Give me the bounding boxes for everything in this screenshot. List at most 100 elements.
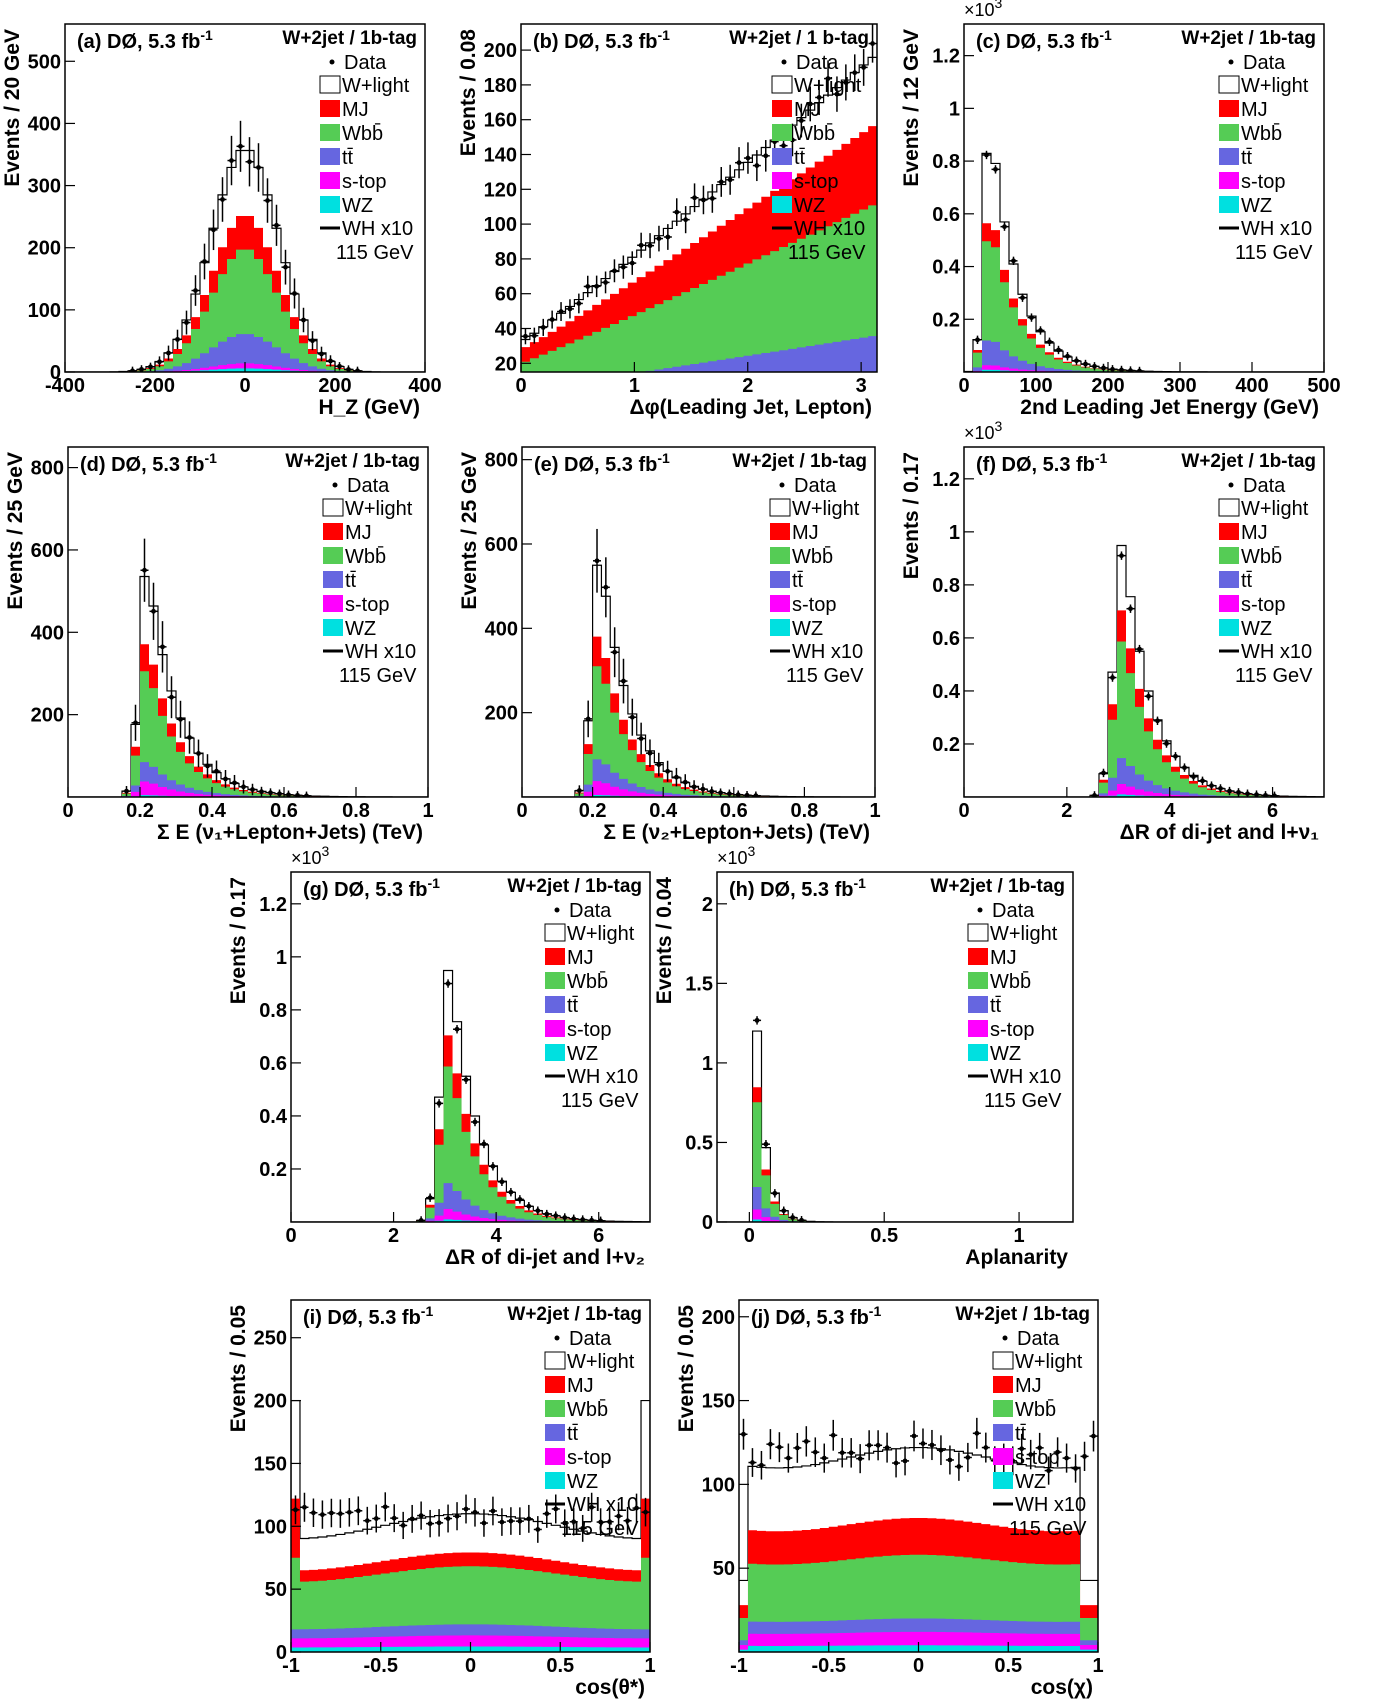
data-point xyxy=(286,792,291,797)
legend-swatch-wbb xyxy=(772,124,792,141)
data-point xyxy=(220,197,225,202)
legend-swatch-mj xyxy=(968,948,988,965)
legend-swatch-stop xyxy=(993,1448,1013,1465)
legend-swatch-tt xyxy=(968,996,988,1013)
y-tick-label: 400 xyxy=(28,113,61,135)
y-tick-label: 0 xyxy=(276,1642,287,1664)
x-tick-label: 0 xyxy=(958,375,969,397)
data-point xyxy=(454,1026,460,1032)
y-tick-label: 0.5 xyxy=(685,1132,713,1154)
data-point xyxy=(1119,553,1124,559)
data-point xyxy=(1272,793,1277,797)
data-point xyxy=(1191,774,1196,780)
y-tick-label: 500 xyxy=(28,51,61,73)
data-point xyxy=(1182,765,1187,771)
data-point xyxy=(983,1445,989,1450)
panel-tag: W+2jet / 1 b-tag xyxy=(729,28,869,49)
legend-stop: s-top xyxy=(567,1019,611,1041)
plot-frame xyxy=(716,871,1074,1223)
stack-wz xyxy=(291,1219,650,1222)
data-point xyxy=(727,177,733,183)
legend-wz: WZ xyxy=(1241,195,1272,217)
data-point xyxy=(772,1190,778,1196)
data-point xyxy=(674,209,680,215)
legend-wbb: Wbb̄ xyxy=(794,122,835,145)
data-point xyxy=(139,366,144,372)
data-point xyxy=(1245,791,1250,797)
data-point xyxy=(848,1450,854,1456)
panel-tag: W+2jet / 1b-tag xyxy=(285,451,420,472)
data-point xyxy=(621,678,626,684)
y-tick-label: 200 xyxy=(702,1307,735,1329)
stack-tt xyxy=(964,758,1324,797)
legend-data: Data xyxy=(1243,52,1286,74)
legend-wbb: Wbb̄ xyxy=(792,545,833,568)
data-point xyxy=(193,288,198,293)
data-point xyxy=(807,101,813,107)
data-point xyxy=(436,1100,442,1106)
data-point xyxy=(893,1460,899,1466)
legend-mj: MJ xyxy=(345,522,372,544)
x-tick-label: -0.5 xyxy=(812,1655,846,1677)
data-point xyxy=(683,217,689,223)
legend-wz: WZ xyxy=(792,618,823,640)
x-tick-label: 0 xyxy=(516,800,527,822)
panel-title: (b) DØ, 5.3 fb-1 xyxy=(533,27,670,53)
x-tick-label: 0 xyxy=(515,375,526,397)
legend-data: Data xyxy=(992,900,1035,922)
legend-swatch-wlight xyxy=(769,498,791,517)
legend-data-marker xyxy=(554,1335,560,1341)
x-tick-label: 400 xyxy=(1235,375,1268,397)
data-point xyxy=(589,1504,595,1510)
legend-stop: s-top xyxy=(1241,594,1285,616)
data-point xyxy=(1200,778,1205,784)
data-point xyxy=(427,1195,433,1201)
data-point xyxy=(1110,366,1115,372)
legend-wz: WZ xyxy=(794,195,825,217)
x-tick-label: 4 xyxy=(1164,800,1176,822)
data-point xyxy=(160,644,165,650)
legend-data: Data xyxy=(796,52,839,74)
data-point xyxy=(302,1504,307,1510)
data-point xyxy=(1263,792,1268,797)
legend-swatch-tt xyxy=(320,148,340,165)
y-tick-label: 100 xyxy=(28,300,61,322)
legend-swatch-wbb xyxy=(323,547,343,564)
legend-swatch-mj xyxy=(1219,100,1239,117)
legend-wh: WH x10 xyxy=(567,1066,638,1088)
x-tick-label: 3 xyxy=(856,375,867,397)
legend-swatch-mj xyxy=(1219,523,1239,540)
legend-swatch-wbb xyxy=(1219,547,1239,564)
x-tick-label: 0 xyxy=(62,800,73,822)
legend-wh: WH x10 xyxy=(792,641,863,663)
legend-swatch-wlight xyxy=(322,498,344,517)
data-point xyxy=(875,1442,881,1448)
legend-swatch-stop xyxy=(770,595,790,612)
legend-wh-mass: 115 GeV xyxy=(786,665,864,687)
legend-wbb: Wbb̄ xyxy=(345,545,386,568)
x-axis-label: ΔR of di-jet and l+ν₂ xyxy=(445,1246,645,1269)
data-point xyxy=(947,1457,953,1463)
data-point xyxy=(427,1521,433,1527)
x-tick-label: 6 xyxy=(593,1225,604,1247)
legend-data: Data xyxy=(344,52,387,74)
y-tick-label: 80 xyxy=(495,249,517,271)
data-point xyxy=(629,260,635,266)
y-tick-label: 800 xyxy=(31,458,64,480)
panel-title: (a) DØ, 5.3 fb-1 xyxy=(77,27,213,53)
legend-wbb: Wbb̄ xyxy=(1241,122,1282,145)
legend-stop: s-top xyxy=(1015,1447,1059,1469)
legend-data: Data xyxy=(347,475,390,497)
data-point xyxy=(355,1508,361,1514)
legend-wz: WZ xyxy=(567,1471,598,1493)
legend-wbb: Wbb̄ xyxy=(990,970,1031,993)
legend-tt: tt̄ xyxy=(794,147,806,169)
legend-data: Data xyxy=(1243,475,1286,497)
data-point xyxy=(1137,368,1142,372)
x-tick-label: 0 xyxy=(913,1655,924,1677)
data-point xyxy=(567,306,573,312)
y-tick-label: 0.2 xyxy=(932,309,960,331)
data-point xyxy=(781,1208,787,1214)
data-point xyxy=(540,324,546,330)
data-point xyxy=(616,1513,621,1519)
